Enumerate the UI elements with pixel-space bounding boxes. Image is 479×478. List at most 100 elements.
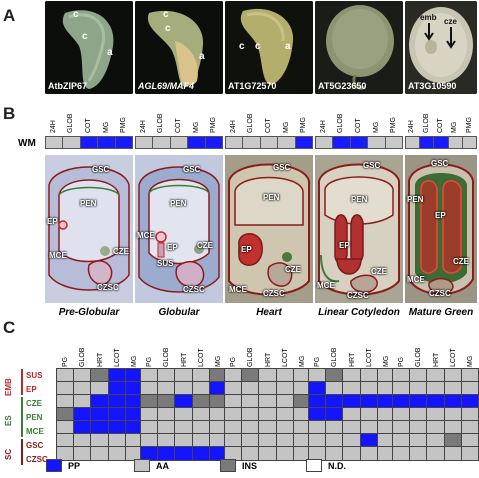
photo-label: c <box>163 9 169 20</box>
tissue-label: CZSC <box>97 283 119 292</box>
grid-cell <box>242 421 260 433</box>
grid-cell <box>461 434 479 446</box>
grid-cell <box>108 395 126 407</box>
section-heart: GSC PEN EP CZE MCE CZSC <box>225 155 313 303</box>
stage-column-header: MG <box>299 355 307 367</box>
micrograph-image <box>405 155 477 303</box>
grid-cell <box>360 434 378 446</box>
panel-letter-a: A <box>3 6 16 25</box>
grid-cell <box>309 434 327 446</box>
grid-cell <box>427 382 445 394</box>
grid-cell <box>141 421 159 433</box>
grid-row <box>393 369 479 382</box>
grid-cell <box>326 421 344 433</box>
grid-cell <box>192 434 210 446</box>
category-grid: PG GLOB HRT LCOT MG <box>308 342 395 461</box>
grid-cell <box>74 395 92 407</box>
stage-column-header: HRT <box>180 352 188 367</box>
wm-column-header: GLOB <box>247 113 255 133</box>
wm-column-header: MG <box>451 121 459 133</box>
grid-cell <box>91 369 109 381</box>
grid-cell <box>192 395 210 407</box>
grid-cell <box>276 382 294 394</box>
grid-cell <box>444 369 462 381</box>
stage-label: Linear Cotyledon <box>318 307 400 318</box>
row-label: SUS <box>26 371 43 380</box>
grid-cell <box>175 421 193 433</box>
gene-caption: AT3G10590 <box>408 81 457 91</box>
grid-cell <box>125 369 143 381</box>
grid-row <box>57 395 143 408</box>
legend-item: INS <box>220 459 257 472</box>
grid-cell <box>410 395 428 407</box>
grid-cell <box>91 434 109 446</box>
grid-row <box>225 421 311 434</box>
grid-cell <box>91 421 109 433</box>
grid-cell <box>461 421 479 433</box>
panel-letter-b: B <box>3 104 16 123</box>
grid-cell <box>175 408 193 420</box>
grid-cell <box>158 369 176 381</box>
photo-label: c <box>165 23 171 34</box>
legend-swatch <box>306 459 322 472</box>
stage-column-header: GLOB <box>79 347 87 367</box>
grid-cell <box>360 382 378 394</box>
tissue-label: EP <box>167 243 178 252</box>
grid-row <box>225 447 311 460</box>
grid-cell <box>57 382 75 394</box>
wm-cell <box>462 137 477 148</box>
tissue-label: GSC <box>273 163 291 172</box>
grid-cell <box>259 369 277 381</box>
grid-cell <box>377 408 395 420</box>
stage-column-header: LCOT <box>197 348 205 367</box>
grid-cell <box>209 434 227 446</box>
grid-cell <box>141 369 159 381</box>
wm-column-header: 24H <box>49 120 57 133</box>
grid-row <box>57 421 143 434</box>
grid-cell <box>74 434 92 446</box>
grid-cell <box>242 369 260 381</box>
wm-column-header: PMG <box>210 117 218 133</box>
row-label: EP <box>26 385 37 394</box>
grid-cell <box>57 447 75 460</box>
grid-row <box>57 382 143 395</box>
photo-label: c <box>239 41 245 52</box>
grid-row <box>141 447 227 460</box>
stage-label: Mature Green <box>408 307 474 318</box>
stage-column-header: MG <box>467 355 475 367</box>
tissue-label: EP <box>47 217 58 226</box>
wm-column-header: COT <box>84 118 92 133</box>
stage-column-header: GLOB <box>247 347 255 367</box>
row-label: GSC <box>26 441 44 450</box>
wm-column-header: 24H <box>408 120 416 133</box>
grid-row <box>225 382 311 395</box>
grid-row <box>309 434 395 447</box>
stage-column-header: PG <box>145 356 153 367</box>
grid-cell <box>427 421 445 433</box>
grid-cell <box>175 434 193 446</box>
grid-cell <box>141 382 159 394</box>
grid-cell <box>192 408 210 420</box>
grid-cell <box>427 395 445 407</box>
grid-row <box>57 369 143 382</box>
grid-cell <box>192 382 210 394</box>
wm-cell <box>170 137 189 148</box>
grid-cell <box>158 434 176 446</box>
grid-cell <box>309 382 327 394</box>
wm-cell <box>260 137 279 148</box>
grid-cell <box>309 395 327 407</box>
gene-caption: AT5G23650 <box>318 81 367 91</box>
grid-cell <box>91 382 109 394</box>
grid-cell <box>276 434 294 446</box>
grid-cell <box>141 408 159 420</box>
wm-cell <box>316 137 334 148</box>
wm-cell <box>434 137 449 148</box>
section-pre-globular: GSC PEN EP CZE MCE CZSC <box>45 155 133 303</box>
grid-row <box>393 408 479 421</box>
wm-cell <box>295 137 313 148</box>
stage-column-header: HRT <box>264 352 272 367</box>
grid-cell <box>192 369 210 381</box>
grid-row <box>141 382 227 395</box>
tissue-label: MCE <box>229 285 247 294</box>
panel-letter-c: C <box>3 318 16 337</box>
